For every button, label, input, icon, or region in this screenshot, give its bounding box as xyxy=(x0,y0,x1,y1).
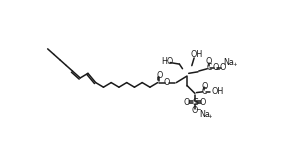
Text: O: O xyxy=(164,78,170,87)
Text: HO: HO xyxy=(161,57,173,65)
Text: −: − xyxy=(195,107,201,113)
Text: C: C xyxy=(202,87,207,96)
Text: O: O xyxy=(192,106,198,115)
Text: O: O xyxy=(220,64,226,72)
Text: −: − xyxy=(215,67,220,73)
Text: O: O xyxy=(184,98,190,107)
Text: O: O xyxy=(201,82,207,91)
Text: +: + xyxy=(232,62,237,67)
Text: Na: Na xyxy=(199,110,210,119)
Text: O: O xyxy=(156,71,162,80)
Text: OH: OH xyxy=(190,50,202,59)
Text: O: O xyxy=(213,64,219,72)
Text: S: S xyxy=(192,98,198,107)
Text: C: C xyxy=(206,64,212,72)
Text: O: O xyxy=(206,57,212,66)
Text: Na: Na xyxy=(224,58,234,67)
Text: OH: OH xyxy=(211,87,223,96)
Text: O: O xyxy=(199,98,206,107)
Text: +: + xyxy=(207,114,212,119)
